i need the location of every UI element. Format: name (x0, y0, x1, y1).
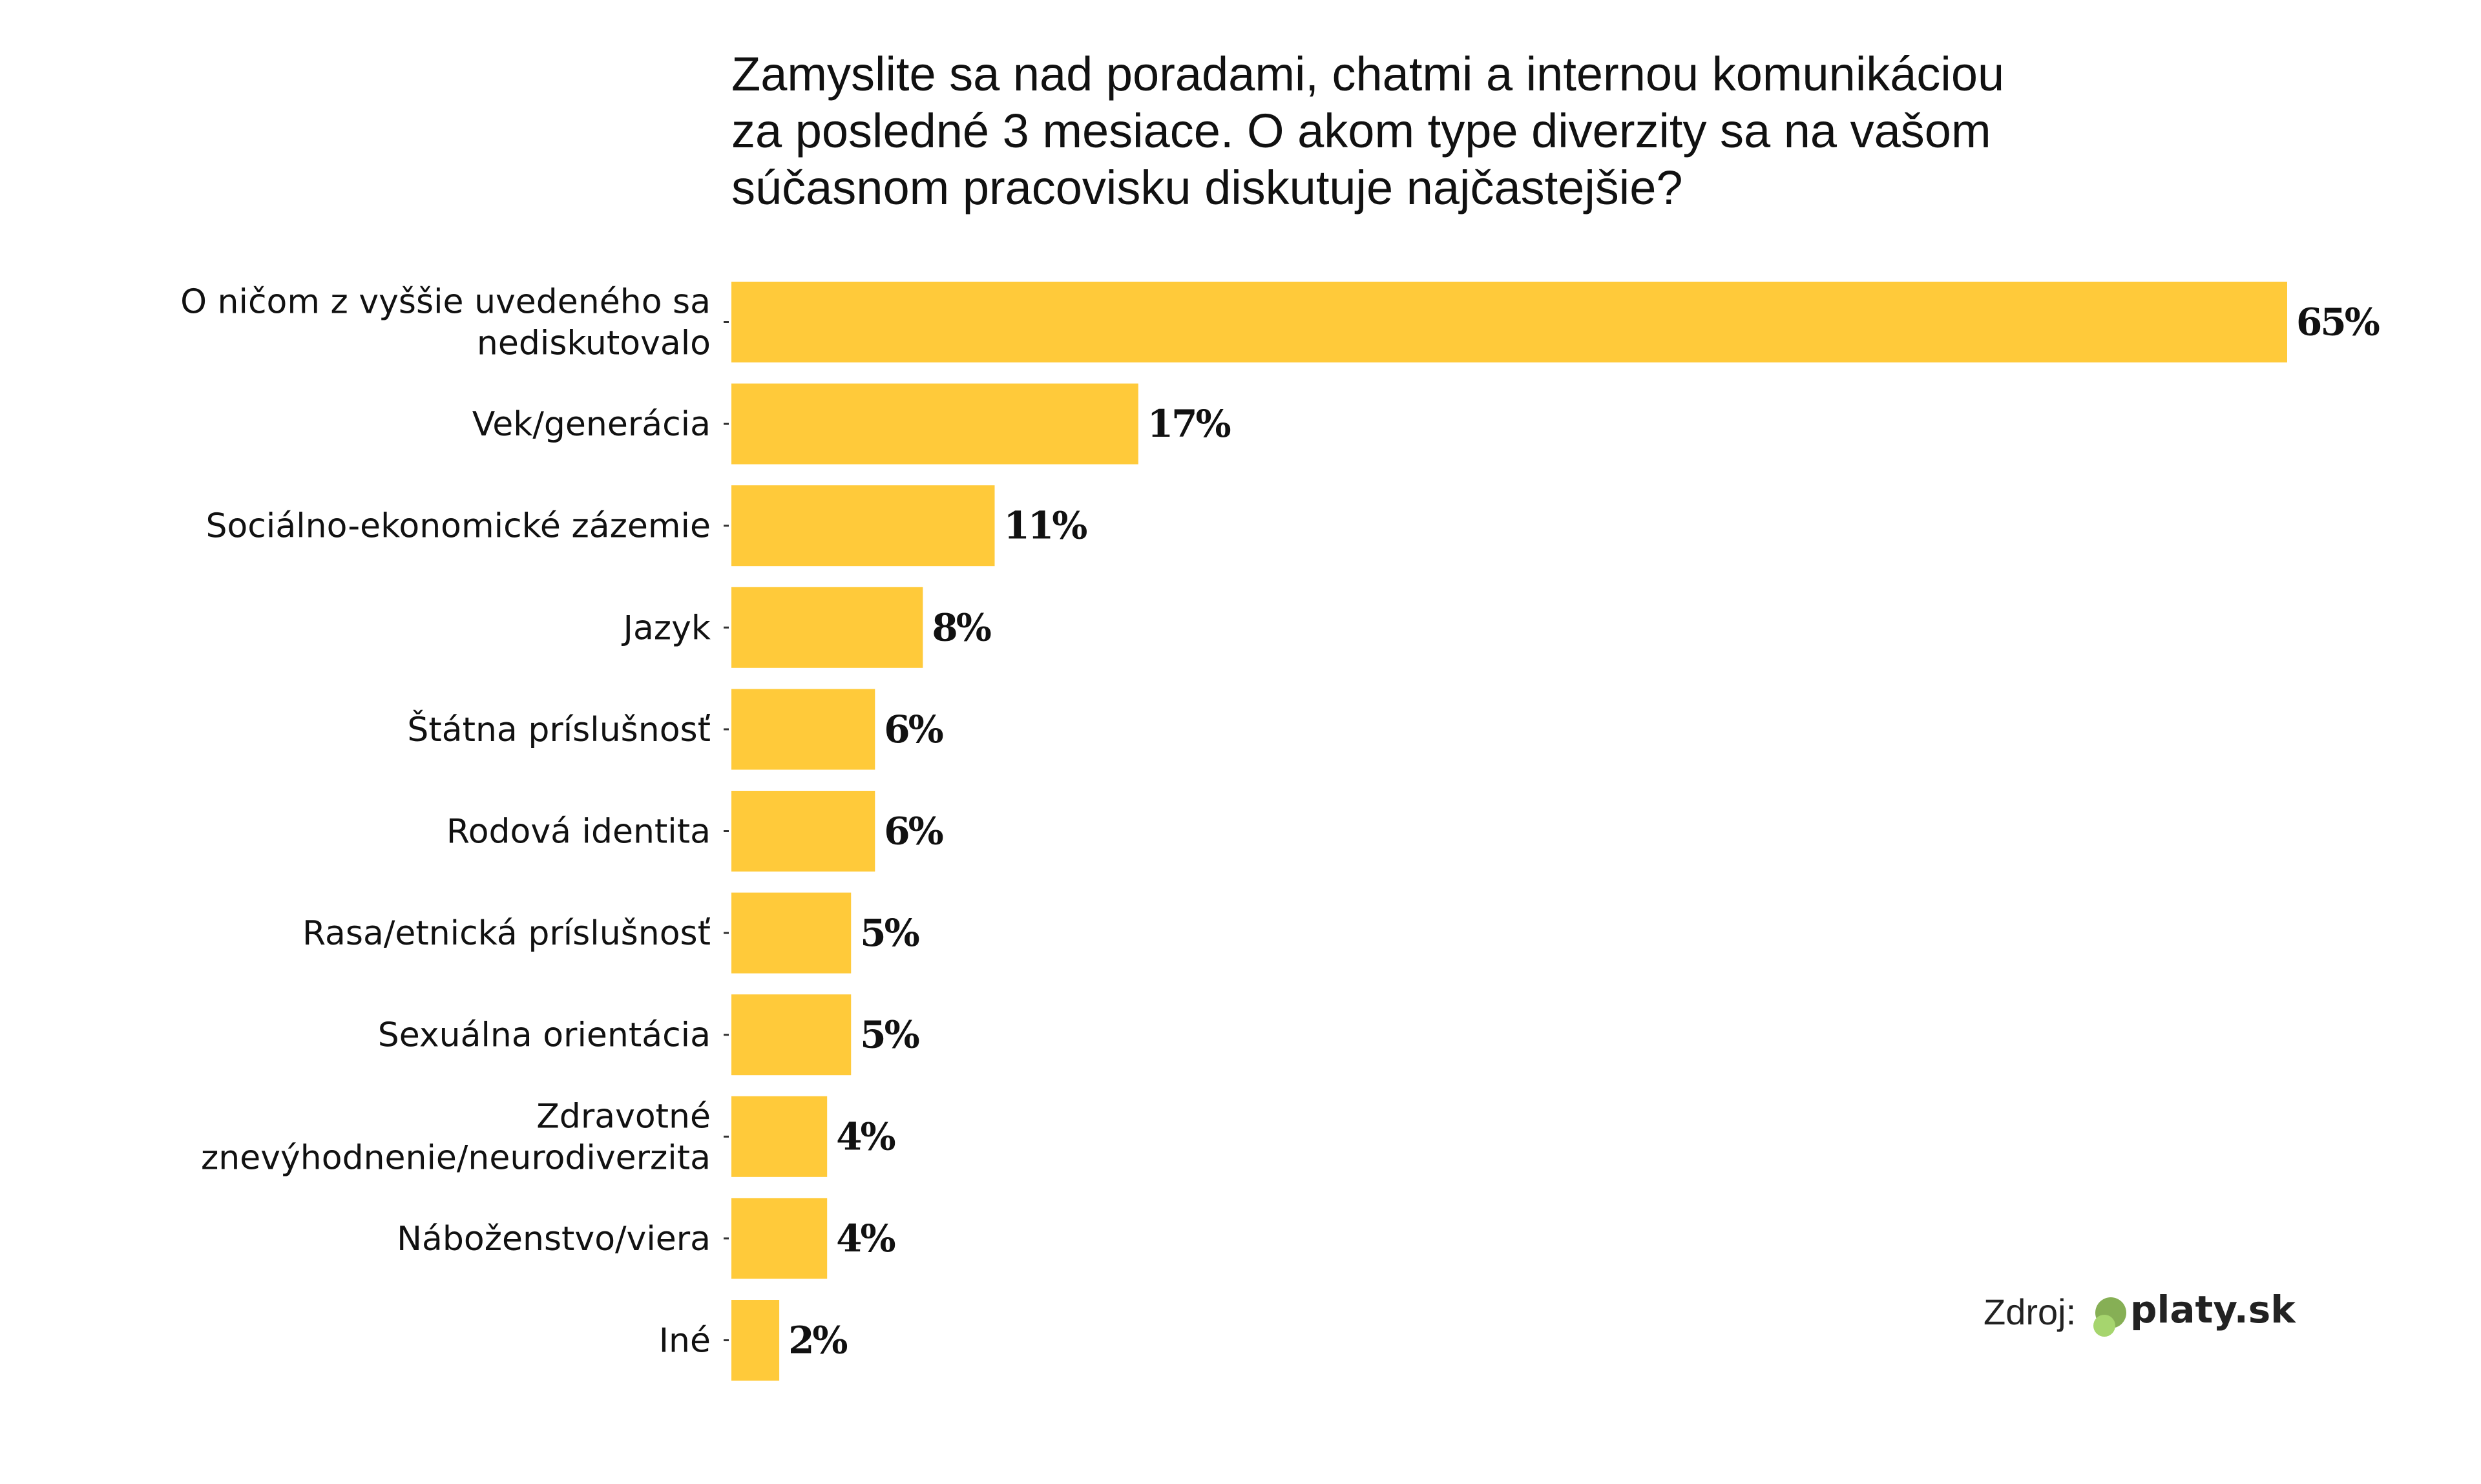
data-label: 4% (836, 1217, 895, 1260)
chart-title: Zamyslite sa nad poradami, chatmi a inte… (731, 47, 2004, 214)
category-label: O ničom z vyššie uvedeného sa (180, 283, 711, 322)
bar (731, 485, 995, 567)
category-label: Náboženstvo/viera (397, 1220, 711, 1259)
bar (731, 587, 923, 668)
category-label: Štátna príslušnosť (407, 709, 711, 749)
category-label: nediskutovalo (477, 324, 711, 363)
source-label: Zdroj: (1984, 1291, 2076, 1332)
data-label: 4% (836, 1114, 895, 1158)
chart-title-line: Zamyslite sa nad poradami, chatmi a inte… (731, 47, 2004, 101)
bars: 65% O ničom z vyššie uvedeného sanediskut… (180, 282, 2382, 1381)
data-label: 5% (860, 911, 919, 955)
bar (731, 994, 852, 1076)
data-label: 8% (932, 605, 990, 649)
bar (731, 1198, 828, 1279)
data-label: 6% (884, 707, 943, 751)
platy-logo-icon (2093, 1297, 2126, 1337)
data-label: 65% (2296, 300, 2380, 344)
chart-title-line: súčasnom pracovisku diskutuje najčastejš… (731, 161, 1683, 214)
category-label: Rasa/etnická príslušnosť (302, 914, 711, 953)
bar (731, 791, 875, 872)
category-label: Sociálno-ekonomické zázemie (205, 507, 711, 546)
bar (731, 383, 1138, 465)
category-label: Rodová identita (446, 813, 711, 852)
bar (731, 282, 2287, 362)
bar (731, 892, 852, 974)
bar (731, 689, 875, 770)
bar (731, 1096, 828, 1177)
category-label: Vek/generácia (472, 405, 711, 444)
source-brand: platy.sk (2130, 1288, 2296, 1332)
chart-title-line: za posledné 3 mesiace. O akom type diver… (731, 104, 1991, 158)
category-label: Iné (659, 1322, 711, 1361)
data-label: 17% (1147, 402, 1231, 446)
data-label: 6% (884, 810, 943, 853)
source-credit: Zdroj: platy.sk (1984, 1288, 2296, 1337)
data-label: 2% (788, 1319, 847, 1363)
data-label: 11% (1004, 504, 1087, 548)
bar (731, 1300, 780, 1381)
category-label: Zdravotné (536, 1097, 711, 1136)
category-label: Jazyk (622, 609, 711, 647)
category-label: znevýhodnenie/neurodiverzita (201, 1138, 711, 1177)
data-label: 5% (860, 1013, 919, 1057)
category-label: Sexuálna orientácia (378, 1016, 711, 1055)
